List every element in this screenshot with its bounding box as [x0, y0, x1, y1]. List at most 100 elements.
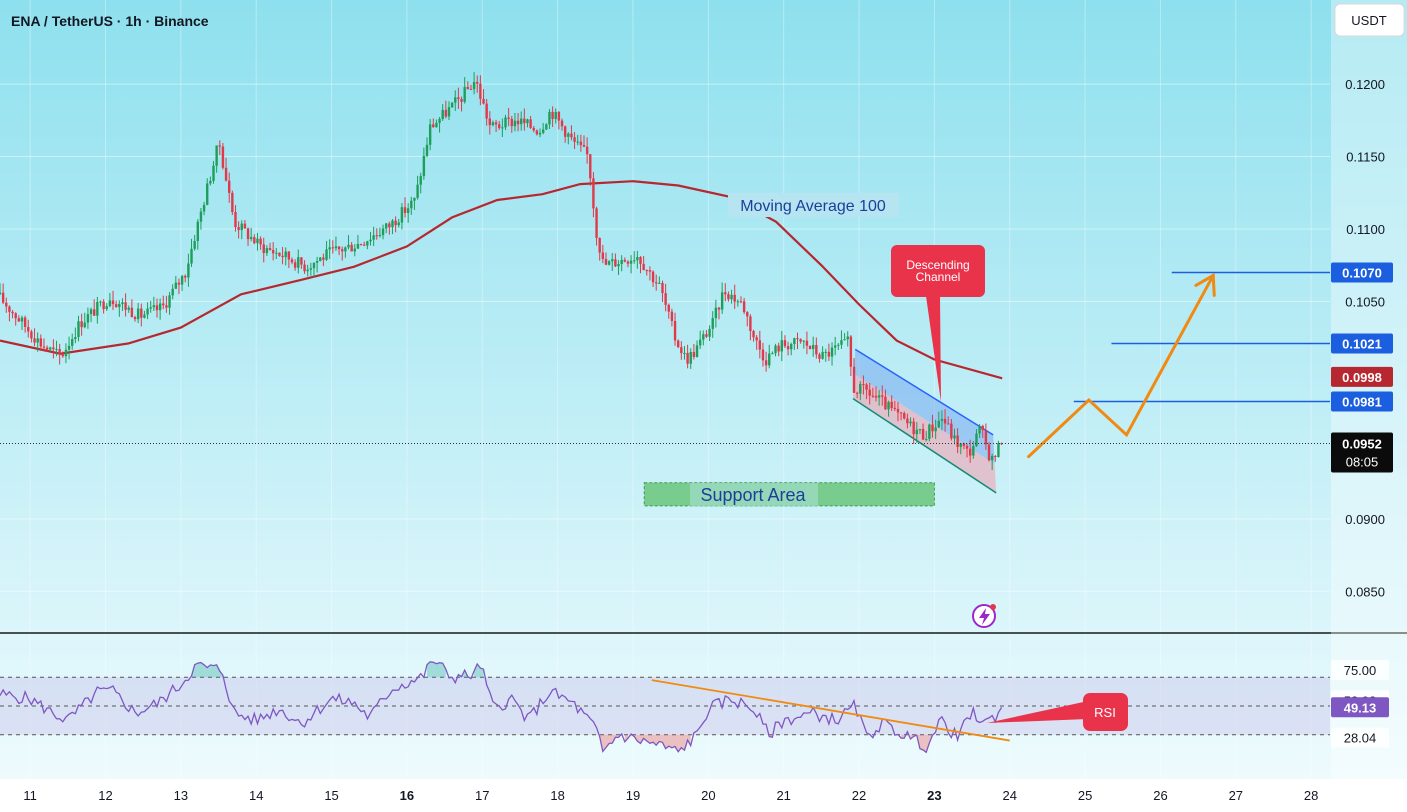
candle[interactable]	[212, 161, 215, 184]
candle[interactable]	[676, 339, 680, 349]
candle[interactable]	[651, 270, 655, 287]
candle[interactable]	[620, 255, 623, 272]
candle[interactable]	[871, 387, 875, 398]
candle[interactable]	[758, 330, 762, 359]
channel-upper-line[interactable]	[854, 348, 994, 436]
candle[interactable]	[400, 203, 404, 230]
candle[interactable]	[614, 253, 617, 268]
candle[interactable]	[165, 295, 168, 313]
candle[interactable]	[764, 351, 768, 372]
candle[interactable]	[441, 104, 444, 121]
candle[interactable]	[592, 172, 595, 218]
candle[interactable]	[921, 423, 925, 441]
candle[interactable]	[689, 348, 692, 369]
candle[interactable]	[350, 242, 353, 252]
candle[interactable]	[438, 116, 441, 133]
candle[interactable]	[328, 239, 331, 259]
candle[interactable]	[507, 108, 510, 127]
candle[interactable]	[494, 119, 498, 132]
candle[interactable]	[319, 256, 322, 262]
candle[interactable]	[105, 303, 108, 311]
candle[interactable]	[501, 118, 504, 138]
candle[interactable]	[89, 307, 93, 323]
candle[interactable]	[52, 339, 55, 359]
candle[interactable]	[162, 295, 165, 310]
candle[interactable]	[306, 264, 309, 277]
candle[interactable]	[485, 99, 488, 126]
candle[interactable]	[953, 428, 956, 445]
candle[interactable]	[548, 109, 551, 129]
candle[interactable]	[460, 96, 463, 112]
candle[interactable]	[736, 299, 740, 307]
candle[interactable]	[271, 242, 275, 261]
candle[interactable]	[42, 338, 46, 352]
candle[interactable]	[331, 240, 335, 254]
candle[interactable]	[359, 243, 363, 246]
candle[interactable]	[645, 269, 648, 276]
candle[interactable]	[837, 342, 840, 351]
candle[interactable]	[215, 145, 218, 173]
candle[interactable]	[187, 253, 190, 287]
candle[interactable]	[633, 251, 636, 264]
candle[interactable]	[303, 260, 306, 274]
candle[interactable]	[67, 336, 71, 360]
candle[interactable]	[466, 81, 470, 90]
candle[interactable]	[20, 315, 24, 330]
candle[interactable]	[918, 428, 922, 435]
candle[interactable]	[366, 240, 369, 250]
support-area-annotation[interactable]: Support Area	[690, 483, 818, 507]
candle[interactable]	[884, 389, 887, 410]
candle[interactable]	[341, 246, 344, 261]
candle[interactable]	[300, 257, 303, 269]
candle[interactable]	[118, 300, 121, 317]
candle[interactable]	[17, 315, 21, 322]
candle[interactable]	[114, 300, 118, 308]
candle[interactable]	[755, 335, 758, 350]
candle[interactable]	[391, 218, 394, 235]
candle[interactable]	[683, 346, 686, 360]
candle[interactable]	[874, 386, 878, 402]
candle[interactable]	[833, 336, 837, 356]
candle[interactable]	[730, 289, 733, 304]
candle[interactable]	[702, 330, 705, 346]
candle[interactable]	[981, 424, 984, 439]
candle[interactable]	[909, 417, 912, 427]
candle[interactable]	[595, 206, 598, 246]
candle[interactable]	[529, 116, 532, 129]
candle[interactable]	[83, 312, 86, 329]
candle[interactable]	[64, 343, 68, 364]
candle[interactable]	[655, 274, 658, 291]
candle[interactable]	[457, 87, 460, 109]
candle[interactable]	[790, 342, 793, 356]
candle[interactable]	[36, 332, 39, 352]
candle[interactable]	[557, 111, 561, 130]
candle[interactable]	[218, 140, 221, 156]
candle[interactable]	[912, 417, 915, 444]
candle[interactable]	[325, 241, 328, 261]
candle[interactable]	[589, 154, 592, 186]
candle[interactable]	[695, 340, 699, 358]
candle[interactable]	[774, 343, 777, 357]
candle[interactable]	[642, 256, 645, 271]
candle[interactable]	[127, 305, 130, 313]
candle[interactable]	[720, 282, 724, 314]
ma-price-badge[interactable]: 0.0998	[1331, 366, 1393, 387]
candle[interactable]	[997, 440, 1000, 458]
candle[interactable]	[915, 422, 919, 443]
candle[interactable]	[14, 312, 17, 326]
candle[interactable]	[623, 257, 627, 263]
candle[interactable]	[372, 226, 375, 247]
candle[interactable]	[965, 443, 969, 458]
candle[interactable]	[956, 428, 959, 454]
candle[interactable]	[849, 335, 853, 377]
candle[interactable]	[23, 315, 27, 333]
candle[interactable]	[256, 232, 259, 251]
candle[interactable]	[811, 336, 815, 357]
candle[interactable]	[937, 411, 940, 429]
candle[interactable]	[479, 75, 482, 106]
candle[interactable]	[972, 441, 975, 459]
level-price-badge[interactable]: 0.1021	[1331, 333, 1393, 354]
level-price-badge[interactable]: 0.0981	[1331, 391, 1393, 412]
candle[interactable]	[815, 337, 818, 359]
candle[interactable]	[152, 296, 156, 311]
